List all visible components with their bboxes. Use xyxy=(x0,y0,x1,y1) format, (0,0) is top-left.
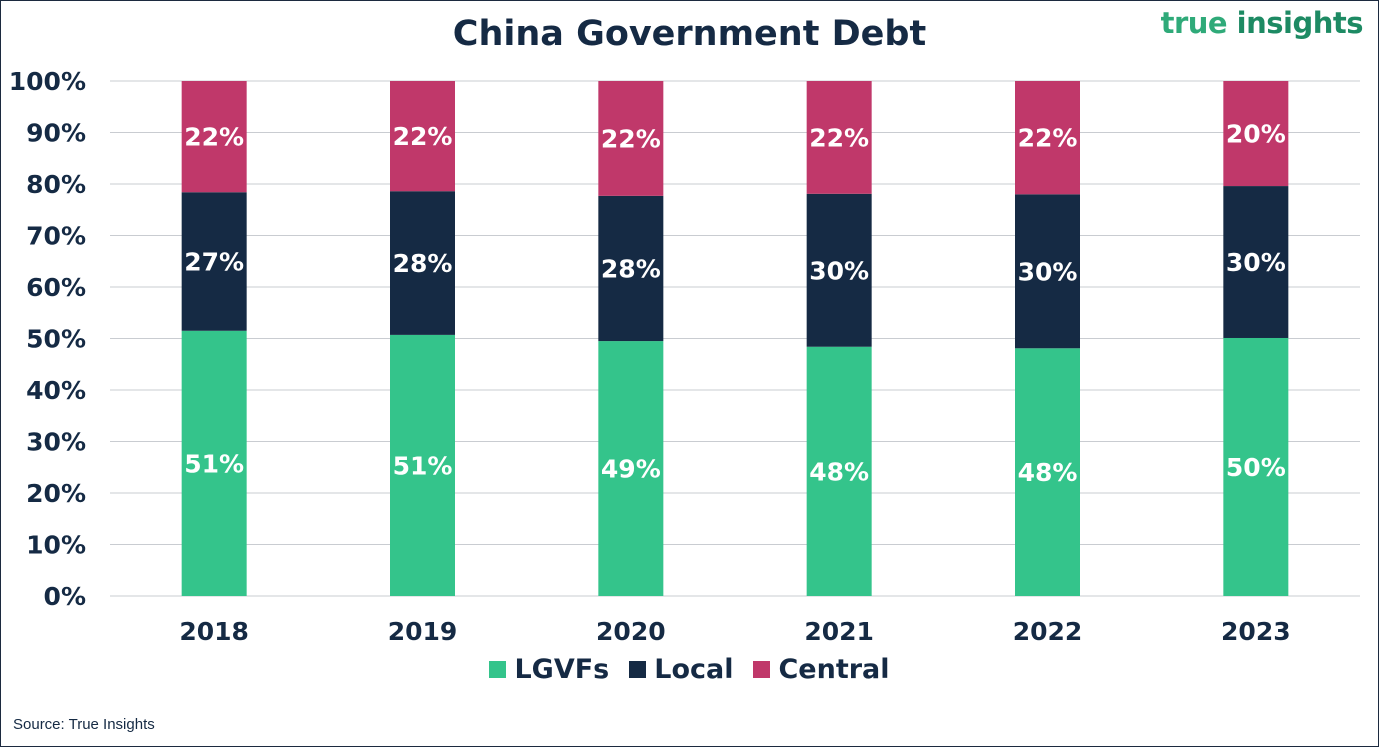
data-label: 22% xyxy=(184,123,244,152)
x-tick-label: 2020 xyxy=(596,617,666,646)
y-tick-label: 40% xyxy=(26,376,86,405)
x-tick-label: 2019 xyxy=(388,617,458,646)
bar-segment-central-2021 xyxy=(806,81,872,194)
legend-label-local: Local xyxy=(654,654,734,685)
brand-logo: true insights xyxy=(1160,6,1364,40)
bar-segment-lgvfs-2022 xyxy=(1015,348,1080,596)
bar-segment-central-2022 xyxy=(1015,81,1080,195)
bar-segment-central-2018 xyxy=(181,81,247,193)
legend-label-central: Central xyxy=(778,654,890,685)
data-label: 22% xyxy=(809,123,869,152)
bar-segment-local-2021 xyxy=(806,193,872,347)
data-label: 48% xyxy=(1018,458,1078,487)
data-label: 28% xyxy=(601,254,661,283)
data-label: 22% xyxy=(601,124,661,153)
legend-item-lgvfs: LGVFs xyxy=(489,654,609,685)
data-label: 20% xyxy=(1226,120,1286,149)
data-label: 50% xyxy=(1226,453,1286,482)
logo-word-true: true xyxy=(1160,6,1228,40)
x-tick-label: 2022 xyxy=(1013,617,1083,646)
source-note: Source: True Insights xyxy=(13,716,155,733)
y-tick-label: 50% xyxy=(26,325,86,354)
data-label: 48% xyxy=(809,457,869,486)
bar-segment-lgvfs-2021 xyxy=(806,346,872,596)
data-label: 51% xyxy=(184,449,244,478)
y-tick-label: 0% xyxy=(44,582,86,611)
legend-swatch-lgvfs xyxy=(489,661,507,678)
legend-item-local: Local xyxy=(629,654,733,685)
bar-segment-local-2023 xyxy=(1223,186,1289,338)
x-tick-label: 2023 xyxy=(1221,617,1291,646)
x-tick-label: 2018 xyxy=(179,617,249,646)
chart-title: China Government Debt xyxy=(452,14,927,54)
bar-segment-lgvfs-2020 xyxy=(598,341,664,596)
bar-segment-local-2019 xyxy=(390,191,455,335)
data-label: 30% xyxy=(809,256,869,285)
bar-segment-central-2019 xyxy=(390,81,455,192)
bar-segment-local-2020 xyxy=(598,195,664,342)
y-tick-label: 100% xyxy=(9,67,86,96)
y-tick-label: 20% xyxy=(26,479,86,508)
data-label: 30% xyxy=(1226,248,1286,277)
y-tick-label: 90% xyxy=(26,119,86,148)
legend-swatch-central xyxy=(753,661,771,678)
data-label: 30% xyxy=(1018,257,1078,286)
data-label: 28% xyxy=(393,249,453,278)
bar-segment-central-2023 xyxy=(1223,81,1289,187)
y-tick-label: 80% xyxy=(26,170,86,199)
legend-item-central: Central xyxy=(753,654,890,685)
data-label: 27% xyxy=(184,248,244,277)
y-tick-label: 10% xyxy=(26,531,86,560)
data-label: 22% xyxy=(393,122,453,151)
y-tick-label: 70% xyxy=(26,222,86,251)
x-tick-label: 2021 xyxy=(804,617,874,646)
bar-segment-local-2022 xyxy=(1015,194,1080,349)
bar-segment-lgvfs-2019 xyxy=(390,334,455,596)
bar-segment-lgvfs-2023 xyxy=(1223,337,1289,596)
data-label: 49% xyxy=(601,455,661,484)
legend-swatch-local xyxy=(629,661,647,678)
bar-segment-central-2020 xyxy=(598,81,664,196)
y-tick-label: 30% xyxy=(26,428,86,457)
logo-word-insights: insights xyxy=(1236,6,1364,40)
bar-segment-local-2018 xyxy=(181,192,247,331)
bar-segment-lgvfs-2018 xyxy=(181,330,247,596)
y-tick-label: 60% xyxy=(26,273,86,302)
chart-legend: LGVFs Local Central xyxy=(0,654,1379,685)
data-label: 22% xyxy=(1018,124,1078,153)
data-label: 51% xyxy=(393,451,453,480)
legend-label-lgvfs: LGVFs xyxy=(514,654,610,685)
